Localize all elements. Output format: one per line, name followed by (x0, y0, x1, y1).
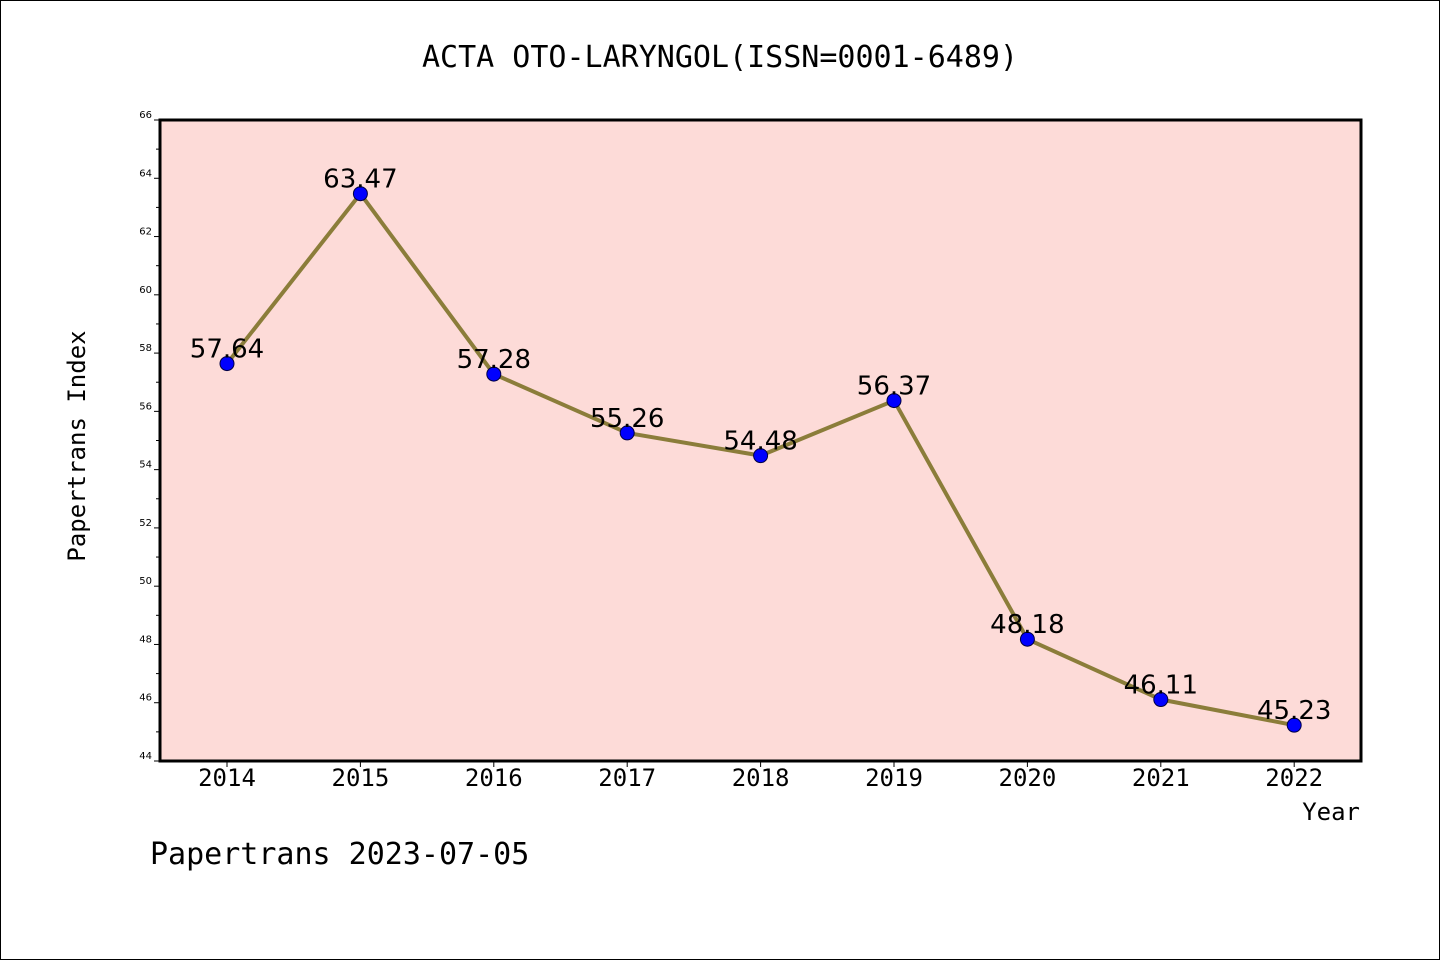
y-tick-label: 66 (139, 110, 152, 121)
data-label-group: 57.64 63.47 57.28 55.26 54.48 56.37 48.18 46.11… (190, 165, 1332, 726)
data-point-marker (1019, 631, 1035, 647)
x-tick-label: 2021 (1132, 764, 1190, 792)
y-tick-label: 62 (139, 227, 152, 238)
y-tick-label: 46 (139, 693, 152, 704)
marker-group (219, 186, 1302, 733)
data-point-marker (886, 393, 902, 409)
y-tick-label: 50 (139, 576, 152, 587)
x-tick-label: 2020 (999, 764, 1057, 792)
x-axis-label: Year (1302, 798, 1360, 826)
x-tick-label: 2017 (598, 764, 656, 792)
y-tick-label: 58 (139, 343, 152, 354)
data-label: 54.48 (723, 427, 797, 457)
data-point-marker (753, 448, 769, 464)
data-label: 57.64 (190, 335, 264, 365)
chart-title: ACTA OTO-LARYNGOL(ISSN=0001-6489) (422, 40, 1018, 75)
data-point-marker (619, 425, 635, 441)
y-axis-label: Papertrans Index (63, 330, 91, 561)
y-tick-label: 52 (139, 518, 152, 529)
data-label: 48.18 (990, 610, 1064, 640)
y-tick-label: 54 (139, 460, 152, 471)
data-point-marker (219, 356, 235, 372)
data-point-marker (352, 186, 368, 202)
data-label: 45.23 (1257, 696, 1331, 726)
plot-area (158, 118, 1363, 763)
y-tick-label: 44 (139, 751, 152, 762)
y-axis-ticks: 44 46 48 50 52 54 56 58 60 62 64 66 (139, 110, 160, 762)
data-point-marker (1153, 692, 1169, 708)
data-label: 57.28 (457, 345, 531, 375)
data-label: 56.37 (857, 372, 931, 402)
footer-date: Papertrans 2023-07-05 (150, 837, 529, 872)
x-tick-label: 2019 (865, 764, 923, 792)
x-tick-label: 2016 (465, 764, 523, 792)
data-label: 46.11 (1124, 671, 1198, 701)
x-tick-label: 2022 (1265, 764, 1323, 792)
data-point-marker (1286, 717, 1302, 733)
y-tick-label: 56 (139, 401, 152, 412)
x-axis-ticks: 2014 2015 2016 2017 2018 2019 2020 2021 2022 (198, 761, 1323, 792)
data-label: 63.47 (323, 165, 397, 195)
y-tick-label: 48 (139, 634, 152, 645)
data-label: 55.26 (590, 404, 664, 434)
x-tick-label: 2018 (732, 764, 790, 792)
y-tick-label: 64 (139, 168, 152, 179)
x-tick-label: 2015 (332, 764, 390, 792)
data-point-marker (486, 366, 502, 382)
y-tick-label: 60 (139, 285, 152, 296)
x-tick-label: 2014 (198, 764, 256, 792)
